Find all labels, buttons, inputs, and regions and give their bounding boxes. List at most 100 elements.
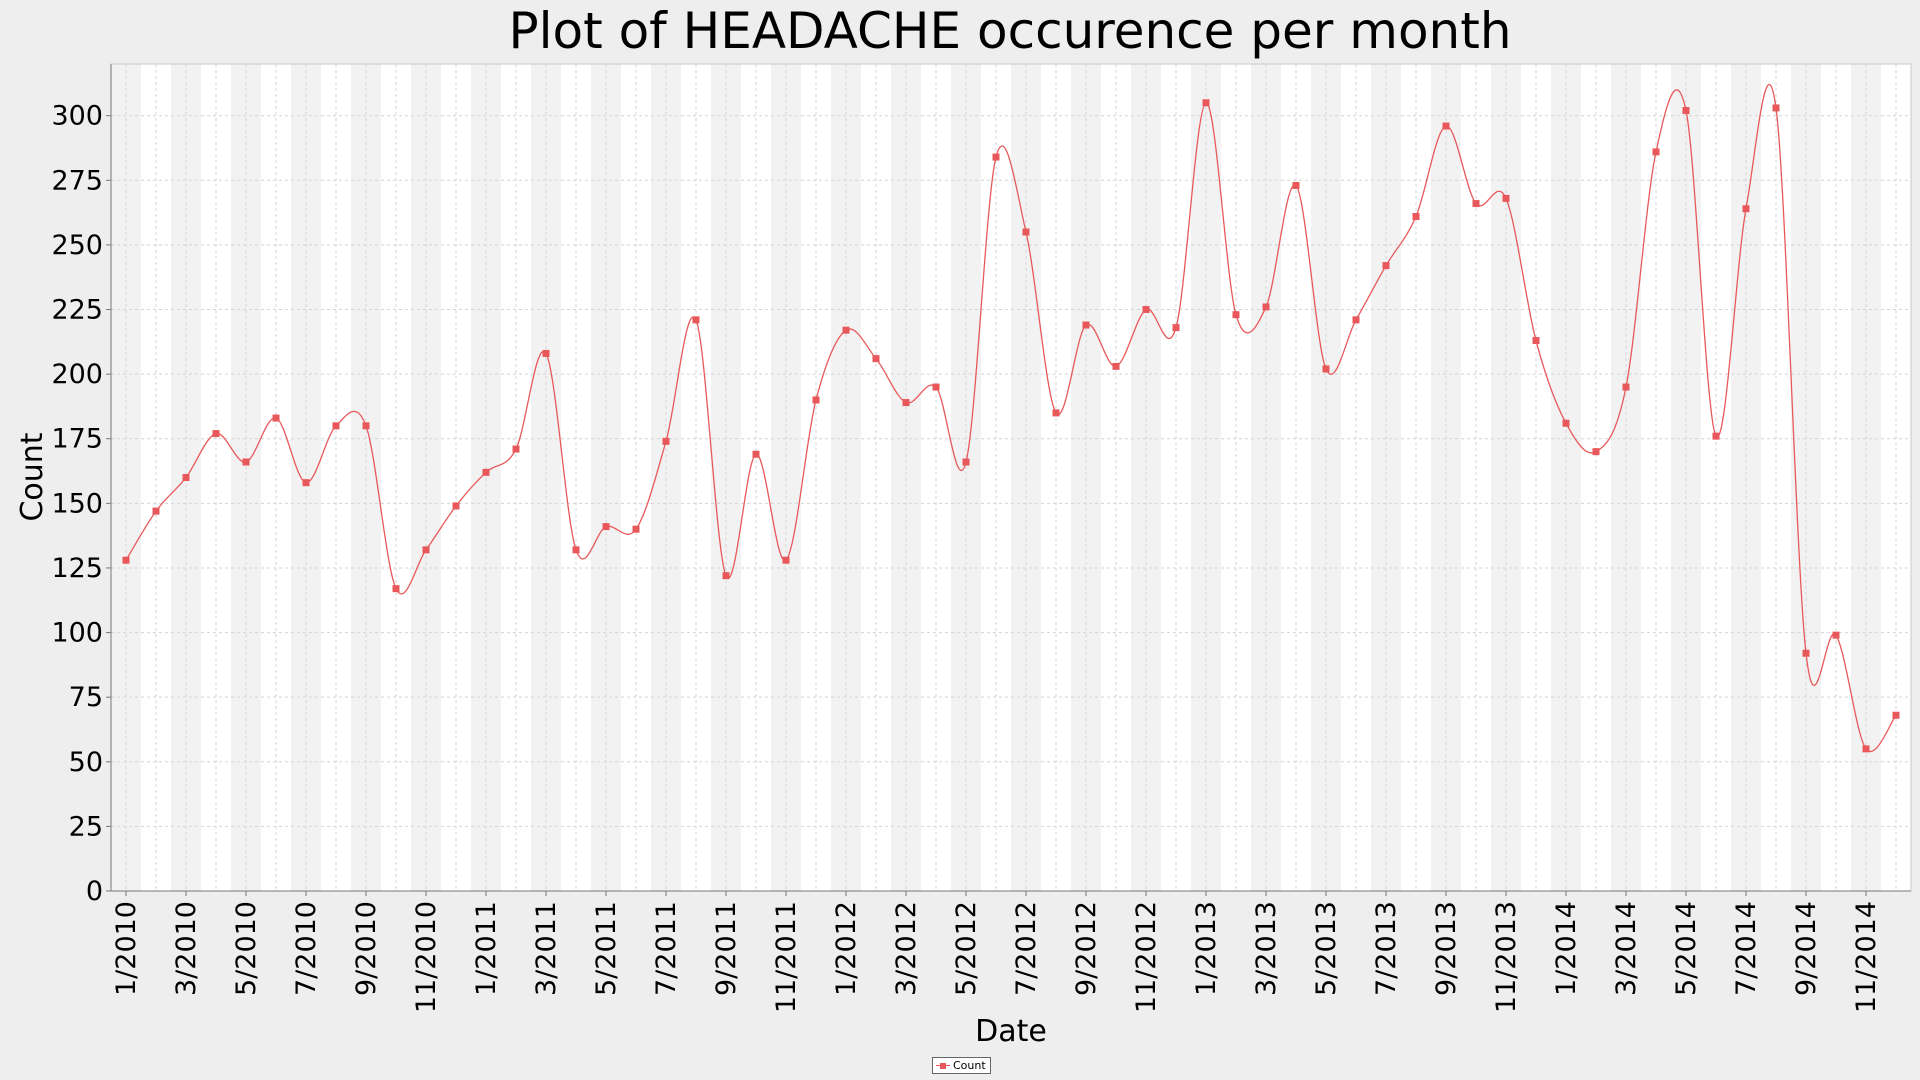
y-tick-label: 25 xyxy=(69,811,103,842)
data-point xyxy=(1832,631,1840,639)
data-point xyxy=(1142,306,1150,314)
category-band xyxy=(471,64,501,891)
x-tick-label: 5/2014 xyxy=(1671,901,1702,996)
data-point xyxy=(932,383,940,391)
data-point xyxy=(842,326,850,334)
data-point xyxy=(1892,711,1900,719)
data-point xyxy=(1352,316,1360,324)
data-point xyxy=(152,507,160,515)
data-point xyxy=(482,468,490,476)
data-point xyxy=(1502,194,1510,202)
data-point xyxy=(962,458,970,466)
x-tick-label: 5/2012 xyxy=(951,901,982,996)
x-tick-label: 3/2011 xyxy=(531,901,562,996)
x-tick-label: 9/2014 xyxy=(1791,901,1822,996)
data-point xyxy=(692,316,700,324)
data-point xyxy=(872,355,880,363)
y-tick-label: 275 xyxy=(51,165,103,196)
y-tick-label: 50 xyxy=(69,747,103,778)
x-tick-label: 5/2010 xyxy=(231,901,262,996)
x-tick-label: 3/2014 xyxy=(1611,901,1642,996)
y-tick-label: 175 xyxy=(51,424,103,455)
data-point xyxy=(1442,122,1450,130)
legend-swatch-icon xyxy=(936,1061,950,1071)
category-bands xyxy=(111,64,1911,891)
x-tick-label: 7/2012 xyxy=(1011,901,1042,996)
data-point xyxy=(1172,324,1180,332)
x-tick-label: 11/2012 xyxy=(1131,901,1162,1013)
category-band xyxy=(111,64,141,891)
y-axis-label: Count xyxy=(15,432,50,521)
chart-title: Plot of HEADACHE occurence per month xyxy=(508,2,1512,60)
category-band xyxy=(231,64,261,891)
data-point xyxy=(992,153,1000,161)
data-point xyxy=(1082,321,1090,329)
category-band xyxy=(591,64,621,891)
y-tick-label: 150 xyxy=(51,488,103,519)
x-tick-label: 1/2010 xyxy=(111,901,142,996)
data-point xyxy=(182,474,190,481)
data-point xyxy=(452,502,460,510)
x-tick-label: 7/2010 xyxy=(291,901,322,996)
category-band xyxy=(1371,64,1401,891)
data-point xyxy=(1262,303,1270,311)
data-point xyxy=(902,399,910,407)
category-band xyxy=(771,64,801,891)
data-point xyxy=(722,572,730,580)
x-tick-label: 3/2012 xyxy=(891,901,922,996)
x-tick-label: 9/2010 xyxy=(351,901,382,996)
category-band xyxy=(1011,64,1041,891)
category-band xyxy=(411,64,441,891)
data-point xyxy=(1052,409,1060,417)
data-point xyxy=(602,523,610,531)
data-point xyxy=(1652,148,1660,156)
x-tick-label: 7/2011 xyxy=(651,901,682,996)
x-tick-label: 1/2013 xyxy=(1191,901,1222,996)
x-tick-label: 1/2012 xyxy=(831,901,862,996)
data-point xyxy=(752,450,760,458)
data-point xyxy=(212,430,220,438)
category-band xyxy=(711,64,741,891)
data-point xyxy=(782,556,790,564)
category-band xyxy=(1731,64,1761,891)
data-point xyxy=(1472,200,1480,208)
data-point xyxy=(632,525,640,533)
data-points xyxy=(122,99,1900,753)
category-band xyxy=(1611,64,1641,891)
category-band xyxy=(1071,64,1101,891)
data-point xyxy=(1622,383,1630,391)
x-tick-label: 1/2014 xyxy=(1551,901,1582,996)
data-point xyxy=(1412,212,1420,220)
data-point xyxy=(1232,311,1240,319)
category-band xyxy=(531,64,561,891)
data-point xyxy=(572,546,580,554)
data-point xyxy=(362,422,370,430)
data-point xyxy=(662,437,670,445)
data-point xyxy=(542,349,550,357)
x-axis-label: Date xyxy=(975,1014,1047,1049)
data-point xyxy=(392,585,400,593)
data-point xyxy=(332,422,340,430)
x-tick-label: 9/2013 xyxy=(1431,901,1462,996)
category-band xyxy=(1311,64,1341,891)
data-point xyxy=(122,556,130,564)
data-point xyxy=(1022,228,1030,236)
data-point xyxy=(512,445,520,453)
category-band xyxy=(1191,64,1221,891)
y-tick-label: 200 xyxy=(51,359,103,390)
category-band xyxy=(1251,64,1281,891)
y-tick-label: 0 xyxy=(86,876,103,907)
data-point xyxy=(1682,107,1690,115)
legend: Count xyxy=(932,1057,991,1074)
y-tick-label: 100 xyxy=(51,618,103,649)
x-tick-label: 9/2012 xyxy=(1071,901,1102,996)
y-tick-label: 75 xyxy=(69,682,103,713)
x-tick-label: 5/2011 xyxy=(591,901,622,996)
data-point xyxy=(812,396,820,404)
x-tick-label: 11/2010 xyxy=(411,901,442,1013)
data-point xyxy=(1742,205,1750,213)
category-band xyxy=(1131,64,1161,891)
category-band xyxy=(1551,64,1581,891)
category-band xyxy=(891,64,921,891)
data-point xyxy=(1202,99,1210,107)
